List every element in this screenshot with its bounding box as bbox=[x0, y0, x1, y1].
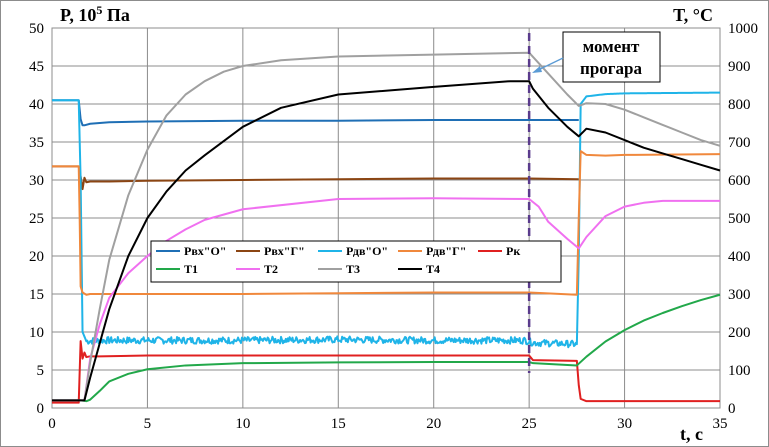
y-left-tick-2: 10 bbox=[29, 325, 44, 341]
x-axis-title: t, c bbox=[680, 424, 703, 444]
y-left-tick-8: 40 bbox=[29, 97, 44, 113]
series-line-8 bbox=[52, 80, 721, 402]
y-right-tick-0: 0 bbox=[728, 401, 736, 417]
y-axis-left-title: P, 105 Па bbox=[60, 3, 130, 25]
legend-box bbox=[150, 240, 562, 283]
annotation-line2: прогара bbox=[580, 59, 642, 78]
ticks-right: 0 100 200 300 400 500 600 700 800 900 1000 bbox=[728, 21, 758, 417]
series-line-7 bbox=[52, 51, 721, 402]
x-tick-7: 35 bbox=[713, 416, 728, 432]
x-tick-3: 15 bbox=[331, 416, 346, 432]
y-right-tick-4: 400 bbox=[728, 249, 751, 265]
annotation-arrowhead bbox=[532, 66, 542, 73]
y-right-tick-3: 300 bbox=[728, 287, 751, 303]
series-line-2 bbox=[51, 91, 721, 349]
annotation: момент прогара bbox=[532, 31, 661, 83]
x-tick-4: 20 bbox=[426, 416, 441, 432]
x-tick-0: 0 bbox=[48, 416, 56, 432]
y-right-tick-7: 700 bbox=[728, 135, 751, 151]
y-right-tick-6: 600 bbox=[728, 173, 751, 189]
y-right-tick-10: 1000 bbox=[728, 21, 758, 37]
series-line-6 bbox=[52, 197, 720, 402]
ticks-left: 0 5 10 15 20 25 30 35 40 45 50 bbox=[29, 21, 44, 417]
ticks-x: 0 5 10 15 20 25 30 35 bbox=[48, 416, 727, 432]
legend-label-0: Рвх"О" bbox=[184, 244, 226, 258]
y-left-tick-6: 30 bbox=[29, 173, 44, 189]
y-left-tick-4: 20 bbox=[29, 249, 44, 265]
series-line-5 bbox=[52, 293, 721, 403]
y-left-tick-5: 25 bbox=[29, 211, 44, 227]
legend-label-6: Т2 bbox=[264, 262, 278, 276]
legend-label-3: Рдв"Г" bbox=[426, 244, 466, 258]
legend-label-2: Рдв"О" bbox=[346, 244, 388, 258]
y-left-tick-0: 0 bbox=[37, 401, 45, 417]
y-right-tick-2: 200 bbox=[728, 325, 751, 341]
legend: Рвх"О" Рвх"Г" Рдв"О" Рдв"Г" Рк Т1 Т2 Т3 Т4 bbox=[150, 240, 562, 283]
y-axis-right-title: T, °C bbox=[673, 5, 713, 25]
y-left-tick-7: 35 bbox=[29, 135, 44, 151]
y-right-tick-5: 500 bbox=[728, 211, 751, 227]
y-right-tick-1: 100 bbox=[728, 363, 751, 379]
series-layer bbox=[51, 51, 721, 404]
x-tick-2: 10 bbox=[235, 416, 250, 432]
legend-label-8: Т4 bbox=[426, 262, 440, 276]
series-line-0 bbox=[52, 99, 579, 127]
y-left-tick-9: 45 bbox=[29, 59, 44, 75]
series-line-3 bbox=[52, 150, 721, 296]
x-tick-6: 30 bbox=[617, 416, 632, 432]
legend-label-7: Т3 bbox=[346, 262, 360, 276]
legend-label-4: Рк bbox=[506, 244, 520, 258]
annotation-box bbox=[562, 31, 661, 83]
x-tick-5: 25 bbox=[522, 416, 537, 432]
legend-label-5: Т1 bbox=[184, 262, 198, 276]
y-left-tick-1: 5 bbox=[37, 363, 45, 379]
y-right-tick-9: 900 bbox=[728, 59, 751, 75]
y-right-tick-8: 800 bbox=[728, 97, 751, 113]
x-tick-1: 5 bbox=[144, 416, 152, 432]
annotation-line1: момент bbox=[583, 37, 640, 56]
series-line-4 bbox=[52, 340, 720, 404]
y-left-tick-3: 15 bbox=[29, 287, 44, 303]
legend-label-1: Рвх"Г" bbox=[264, 244, 305, 258]
y-left-tick-10: 50 bbox=[29, 21, 44, 37]
